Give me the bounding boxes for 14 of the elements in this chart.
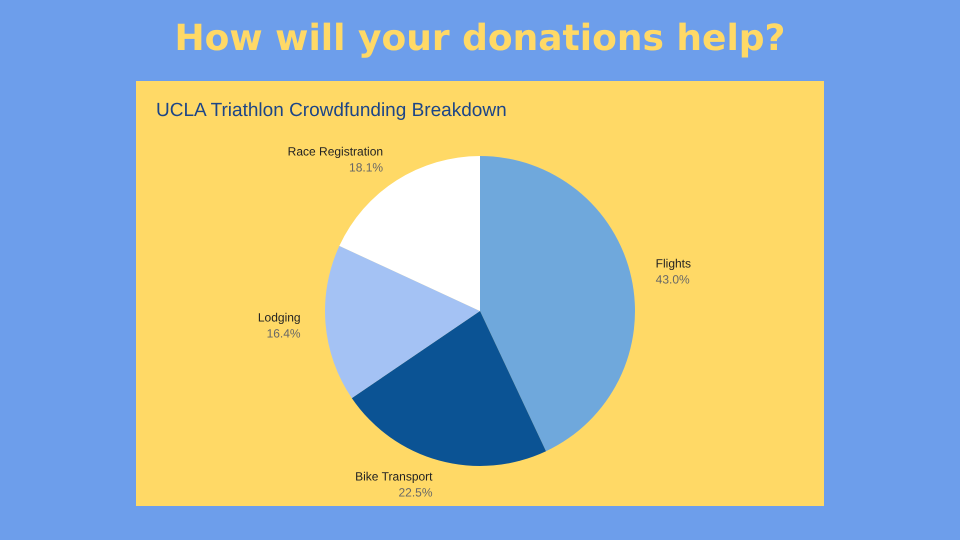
slice-label: Lodging <box>258 310 301 325</box>
slice-label: Race Registration <box>288 144 384 158</box>
chart-subtitle: UCLA Triathlon Crowdfunding Breakdown <box>156 100 507 121</box>
slice-label: Flights <box>656 256 692 271</box>
pie-slice <box>339 156 480 311</box>
data-label: 18.1% <box>349 160 384 174</box>
slice-label: Bike Transport <box>355 470 434 484</box>
chart-title: How will your donations help? <box>174 18 786 59</box>
data-label: 43.0% <box>656 272 690 287</box>
data-label: 16.4% <box>266 326 301 341</box>
data-label: 22.5% <box>398 486 433 500</box>
pie-slice <box>480 156 635 452</box>
pie-slice <box>325 246 480 398</box>
pie-slice <box>352 311 546 466</box>
